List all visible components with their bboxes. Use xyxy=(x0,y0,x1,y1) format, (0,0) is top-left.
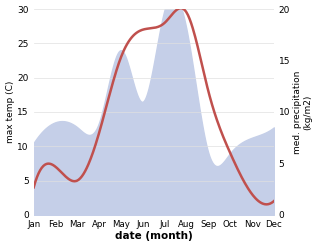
Y-axis label: max temp (C): max temp (C) xyxy=(5,81,15,143)
Y-axis label: med. precipitation
(kg/m2): med. precipitation (kg/m2) xyxy=(293,70,313,154)
X-axis label: date (month): date (month) xyxy=(115,231,193,242)
